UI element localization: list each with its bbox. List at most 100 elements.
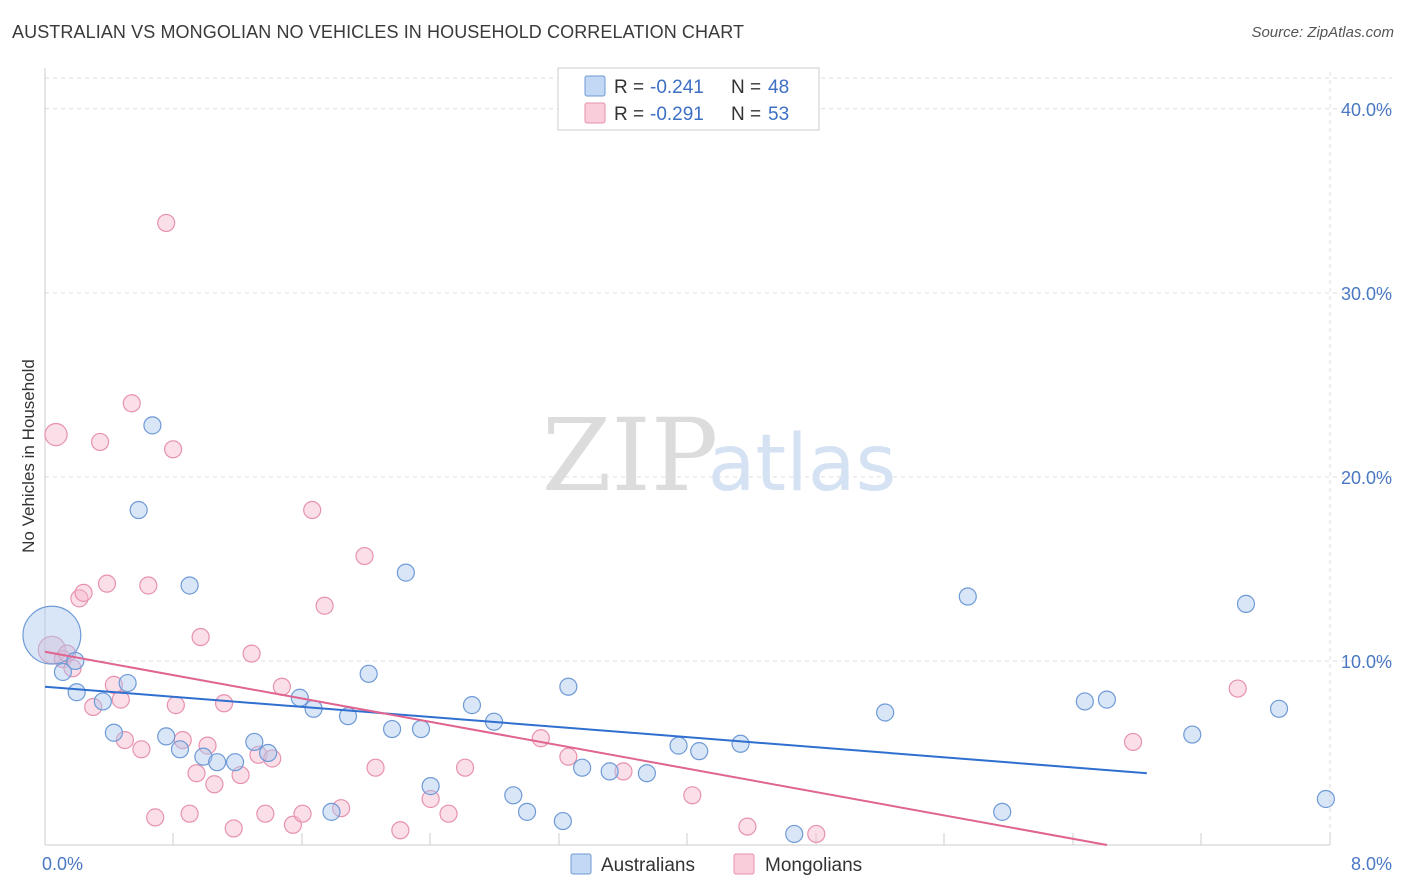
australian-point bbox=[118, 673, 137, 693]
chart-title: AUSTRALIAN VS MONGOLIAN NO VEHICLES IN H… bbox=[12, 22, 745, 42]
y-tick-label: 40.0% bbox=[1341, 100, 1392, 120]
australian-point bbox=[504, 786, 523, 805]
legend-r-value-1: -0.241 bbox=[650, 77, 704, 98]
australian-point bbox=[731, 734, 750, 753]
mongolian-point bbox=[90, 432, 110, 452]
axes bbox=[44, 68, 1331, 846]
australian-point bbox=[958, 587, 977, 606]
australian-point bbox=[259, 743, 278, 763]
australian-point bbox=[669, 736, 688, 755]
mongolian-point bbox=[366, 758, 385, 777]
mongolian-point bbox=[559, 747, 578, 766]
australian-point bbox=[66, 651, 85, 671]
legend-r-label-1: R = bbox=[614, 77, 644, 98]
legend-r-value-2: -0.291 bbox=[650, 104, 704, 125]
legend-swatch-mongolians bbox=[584, 102, 606, 124]
australian-point bbox=[143, 416, 162, 435]
x-tick-labels: 0.0% 8.0% bbox=[42, 854, 1392, 874]
mongolian-point bbox=[44, 422, 68, 447]
australian-point bbox=[129, 500, 148, 520]
mongolian-point bbox=[614, 762, 633, 781]
y-tick-label: 30.0% bbox=[1341, 284, 1392, 304]
australian-point bbox=[1269, 699, 1289, 718]
mongolian-point bbox=[242, 644, 261, 663]
mongolian-point bbox=[807, 824, 826, 844]
mongolian-point bbox=[122, 394, 141, 413]
mongolian-point bbox=[683, 786, 702, 805]
mongolian-point bbox=[355, 546, 374, 566]
bottom-legend-mongolians: Mongolians bbox=[765, 855, 862, 876]
series-legend: Australians Mongolians bbox=[570, 853, 862, 876]
australian-point bbox=[637, 764, 656, 783]
legend-swatch-australians bbox=[584, 75, 606, 97]
mongolian-point bbox=[198, 736, 217, 755]
mongolian-point bbox=[191, 627, 210, 647]
legend-r-label-2: R = bbox=[614, 104, 644, 125]
mongolian-point bbox=[256, 804, 275, 823]
australian-point bbox=[104, 723, 123, 742]
trend-lines bbox=[44, 650, 1147, 846]
gridlines bbox=[45, 72, 1392, 845]
australian-point bbox=[245, 732, 264, 752]
australian-points bbox=[22, 416, 1335, 844]
x-tick-label-max: 8.0% bbox=[1351, 854, 1392, 874]
mongolian-point bbox=[224, 819, 243, 838]
y-tick-label: 10.0% bbox=[1341, 652, 1392, 672]
australian-point bbox=[157, 727, 176, 746]
mongolian-point bbox=[84, 697, 103, 717]
bottom-legend-swatch-australians bbox=[570, 853, 592, 875]
australian-point bbox=[67, 683, 86, 702]
mongolian-point bbox=[303, 500, 322, 520]
australian-point bbox=[53, 662, 73, 682]
mongolian-point bbox=[272, 677, 291, 696]
mongolian-point bbox=[214, 694, 234, 713]
australian-point bbox=[690, 742, 709, 761]
mongolian-point bbox=[166, 696, 185, 715]
australian-point bbox=[600, 762, 619, 781]
australian-point bbox=[553, 811, 572, 831]
mongolian-point bbox=[115, 730, 134, 750]
mongolian-point bbox=[97, 574, 117, 593]
mongolian-point bbox=[332, 799, 351, 818]
australian-point bbox=[1236, 594, 1256, 613]
australian-trend-line bbox=[44, 685, 1147, 775]
australian-point bbox=[225, 753, 245, 772]
stats-legend: R = -0.241 N = 48 R = -0.291 N = 53 bbox=[557, 67, 820, 131]
australian-point bbox=[194, 747, 213, 766]
mongolian-point bbox=[132, 740, 151, 759]
legend-n-label-1: N = bbox=[731, 77, 761, 98]
australian-point bbox=[1183, 725, 1202, 744]
mongolian-point bbox=[1123, 732, 1143, 752]
mongolian-point bbox=[146, 808, 165, 827]
australian-point bbox=[993, 802, 1012, 821]
source-label: Source: ZipAtlas.com bbox=[1251, 24, 1394, 41]
mongolian-point bbox=[74, 583, 93, 602]
y-tick-labels: 10.0% 20.0% 30.0% 40.0% bbox=[1341, 100, 1392, 672]
mongolian-point bbox=[455, 758, 475, 777]
australian-point bbox=[1075, 692, 1094, 711]
mongolian-point bbox=[104, 675, 123, 694]
mongolian-point bbox=[738, 817, 757, 836]
mongolian-points bbox=[37, 213, 1247, 844]
australian-point bbox=[411, 719, 431, 739]
australian-point bbox=[1316, 789, 1335, 809]
australian-point bbox=[396, 563, 415, 582]
watermark-zip: ZIP bbox=[542, 397, 718, 514]
bottom-legend-australians: Australians bbox=[601, 855, 695, 876]
australian-point bbox=[93, 692, 112, 711]
mongolian-trend-line bbox=[44, 650, 1108, 846]
australian-point bbox=[382, 719, 402, 739]
mongolian-point bbox=[531, 729, 550, 748]
mongolian-point bbox=[293, 804, 312, 823]
australian-point bbox=[421, 777, 440, 796]
mongolian-point bbox=[139, 576, 158, 595]
australian-point bbox=[785, 824, 804, 844]
mongolian-point bbox=[439, 804, 458, 823]
australian-point bbox=[1097, 690, 1116, 709]
watermark: ZIP atlas bbox=[542, 397, 896, 514]
australian-point bbox=[876, 703, 895, 722]
australian-point bbox=[208, 753, 227, 772]
mongolian-point bbox=[180, 804, 199, 823]
australian-point bbox=[22, 605, 82, 665]
